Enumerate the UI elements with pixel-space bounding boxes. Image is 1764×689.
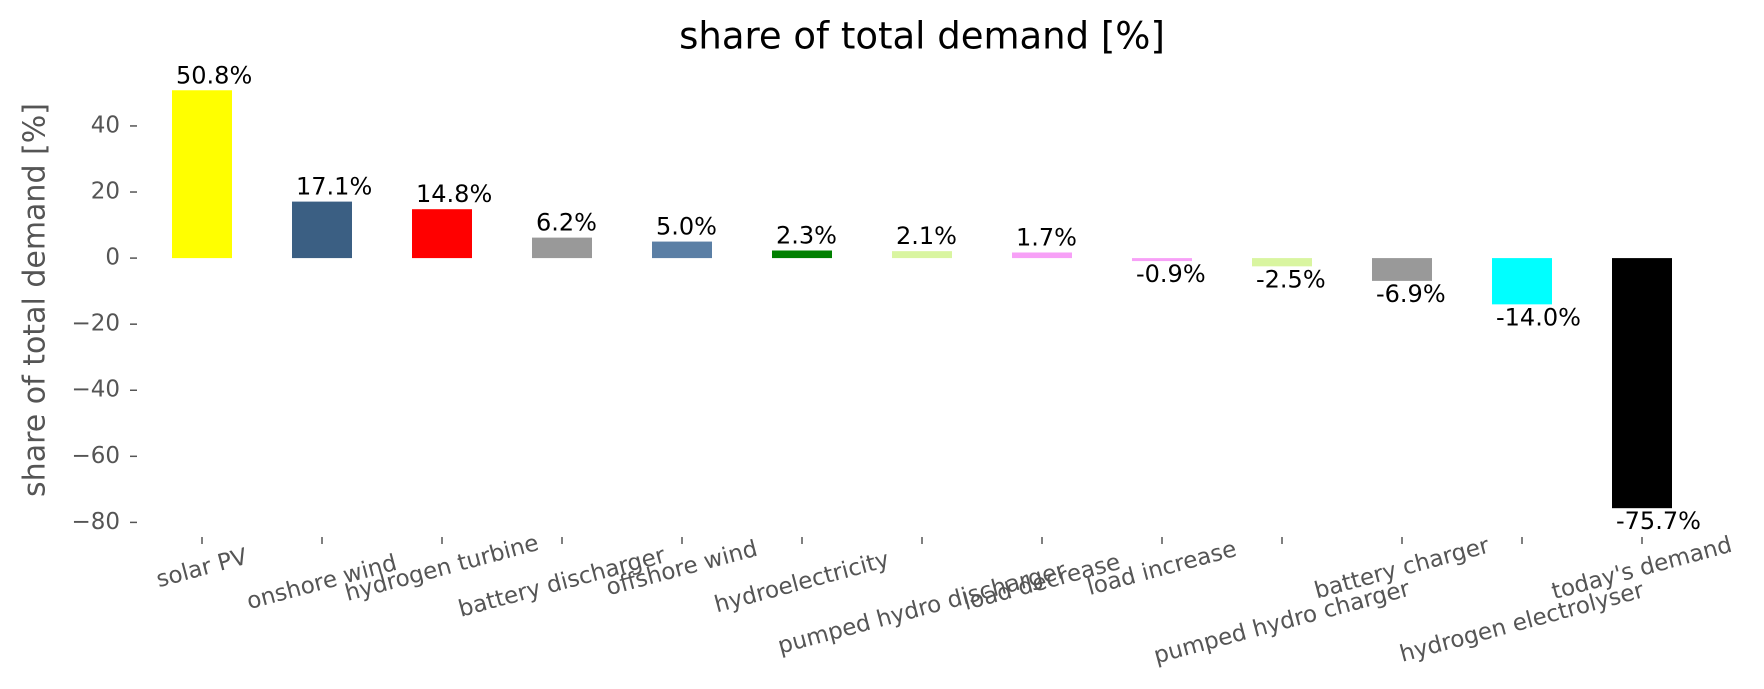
bar [1132, 258, 1192, 262]
value-label: 17.1% [296, 173, 372, 201]
bar [412, 209, 472, 259]
bar [1612, 258, 1672, 509]
x-tick-label: solar PV [154, 544, 251, 593]
value-label: -75.7% [1616, 507, 1701, 535]
x-tick-label: pumped hydro charger [1151, 576, 1413, 670]
value-label: -2.5% [1256, 265, 1326, 293]
bar [1252, 258, 1312, 267]
x-tick-label: hydrogen electrolyser [1397, 577, 1647, 667]
value-label: 14.8% [416, 180, 492, 208]
value-label: -14.0% [1496, 303, 1581, 331]
value-label: 50.8% [176, 61, 252, 89]
bar [292, 201, 352, 259]
value-label: 2.1% [896, 222, 957, 250]
bar [1012, 252, 1072, 259]
bar [532, 237, 592, 259]
y-axis-label: share of total demand [%] [18, 103, 53, 497]
value-label: 2.3% [776, 221, 837, 249]
y-tick-label: 40 [91, 112, 120, 138]
value-label: -0.9% [1136, 260, 1206, 288]
y-tick-label: −40 [71, 377, 120, 403]
y-tick-label: −60 [71, 443, 120, 469]
bar [892, 251, 952, 259]
y-tick-label: −80 [71, 509, 120, 535]
value-label: -6.9% [1376, 280, 1446, 308]
value-label: 1.7% [1016, 223, 1077, 251]
value-label: 5.0% [656, 213, 717, 241]
y-tick-label: 0 [105, 245, 120, 271]
bar [1372, 258, 1432, 281]
chart-title: share of total demand [%] [679, 15, 1165, 58]
y-tick-label: 20 [91, 179, 120, 205]
bar [772, 250, 832, 259]
bar [1492, 258, 1552, 305]
y-tick-label: −20 [71, 311, 120, 337]
bar [652, 241, 712, 259]
bar [172, 90, 232, 259]
value-label: 6.2% [536, 209, 597, 237]
